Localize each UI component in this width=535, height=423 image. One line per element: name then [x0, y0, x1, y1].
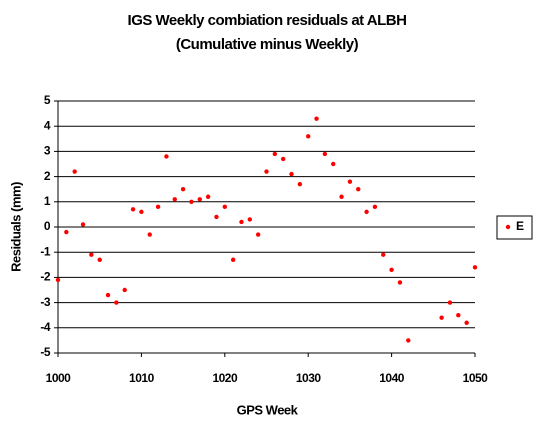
chart-subtitle: (Cumulative minus Weekly)	[176, 36, 359, 53]
data-point	[339, 194, 344, 199]
y-tick-label: 1	[44, 194, 51, 208]
x-tick-label: 1020	[212, 371, 238, 385]
y-tick-label: 0	[44, 219, 51, 233]
data-point	[230, 257, 236, 262]
data-point	[72, 169, 77, 174]
data-point	[114, 300, 119, 305]
data-point	[364, 209, 369, 215]
x-tick-label: 1040	[379, 371, 405, 385]
data-point	[406, 338, 411, 343]
data-point	[297, 181, 303, 187]
data-point	[155, 204, 161, 210]
data-point	[264, 169, 269, 174]
data-point	[147, 232, 152, 237]
y-tick-label: 4	[44, 118, 51, 132]
data-point	[322, 151, 328, 157]
data-point	[397, 280, 403, 285]
data-point	[381, 252, 386, 257]
y-tick-label: -1	[40, 244, 50, 258]
x-tick-label: 1030	[296, 371, 322, 385]
legend-marker	[505, 224, 511, 230]
data-point	[447, 300, 453, 305]
y-tick-label: -4	[40, 320, 50, 334]
data-point	[280, 156, 286, 162]
data-point	[89, 252, 94, 257]
y-axis-label: Residuals (mm)	[8, 182, 23, 272]
data-point	[331, 161, 336, 167]
data-point	[189, 199, 194, 204]
y-tick-label: 2	[44, 169, 51, 183]
data-point	[272, 151, 278, 157]
data-point	[64, 229, 69, 235]
data-point	[197, 197, 202, 202]
data-point	[472, 265, 478, 270]
x-axis-label: GPS Week	[237, 402, 299, 417]
data-point	[356, 187, 361, 192]
data-point	[172, 197, 177, 202]
y-tick-label: 3	[44, 144, 51, 158]
data-point	[105, 292, 111, 298]
data-point	[314, 116, 319, 121]
data-point	[464, 320, 469, 325]
x-tick-label: 1050	[463, 371, 489, 385]
data-point	[180, 187, 186, 192]
data-point	[456, 313, 461, 318]
data-point	[122, 287, 127, 293]
y-tick-label: 5	[44, 93, 51, 107]
y-tick-label: -3	[40, 295, 50, 309]
legend-box	[496, 215, 533, 240]
x-tick-label: 1010	[129, 371, 155, 385]
data-point	[255, 232, 261, 237]
y-tick-label: -2	[40, 270, 50, 284]
data-point	[214, 214, 219, 220]
data-point	[80, 222, 86, 227]
data-point	[97, 257, 102, 262]
x-tick-label: 1000	[46, 371, 72, 385]
data-point	[289, 171, 294, 177]
data-point	[439, 315, 444, 320]
legend-label: E	[516, 219, 524, 233]
data-point	[347, 179, 353, 184]
data-point	[130, 207, 136, 212]
data-point	[164, 154, 169, 159]
chart-title: IGS Weekly combiation residuals at ALBH	[128, 12, 407, 29]
data-point	[55, 277, 61, 283]
data-point	[389, 267, 394, 273]
data-point	[222, 204, 227, 210]
data-point	[239, 219, 244, 225]
data-point	[139, 209, 144, 215]
data-point	[205, 194, 211, 199]
data-point	[247, 217, 253, 222]
data-point	[306, 134, 311, 139]
data-point	[372, 204, 378, 210]
y-tick-label: -5	[40, 345, 50, 359]
